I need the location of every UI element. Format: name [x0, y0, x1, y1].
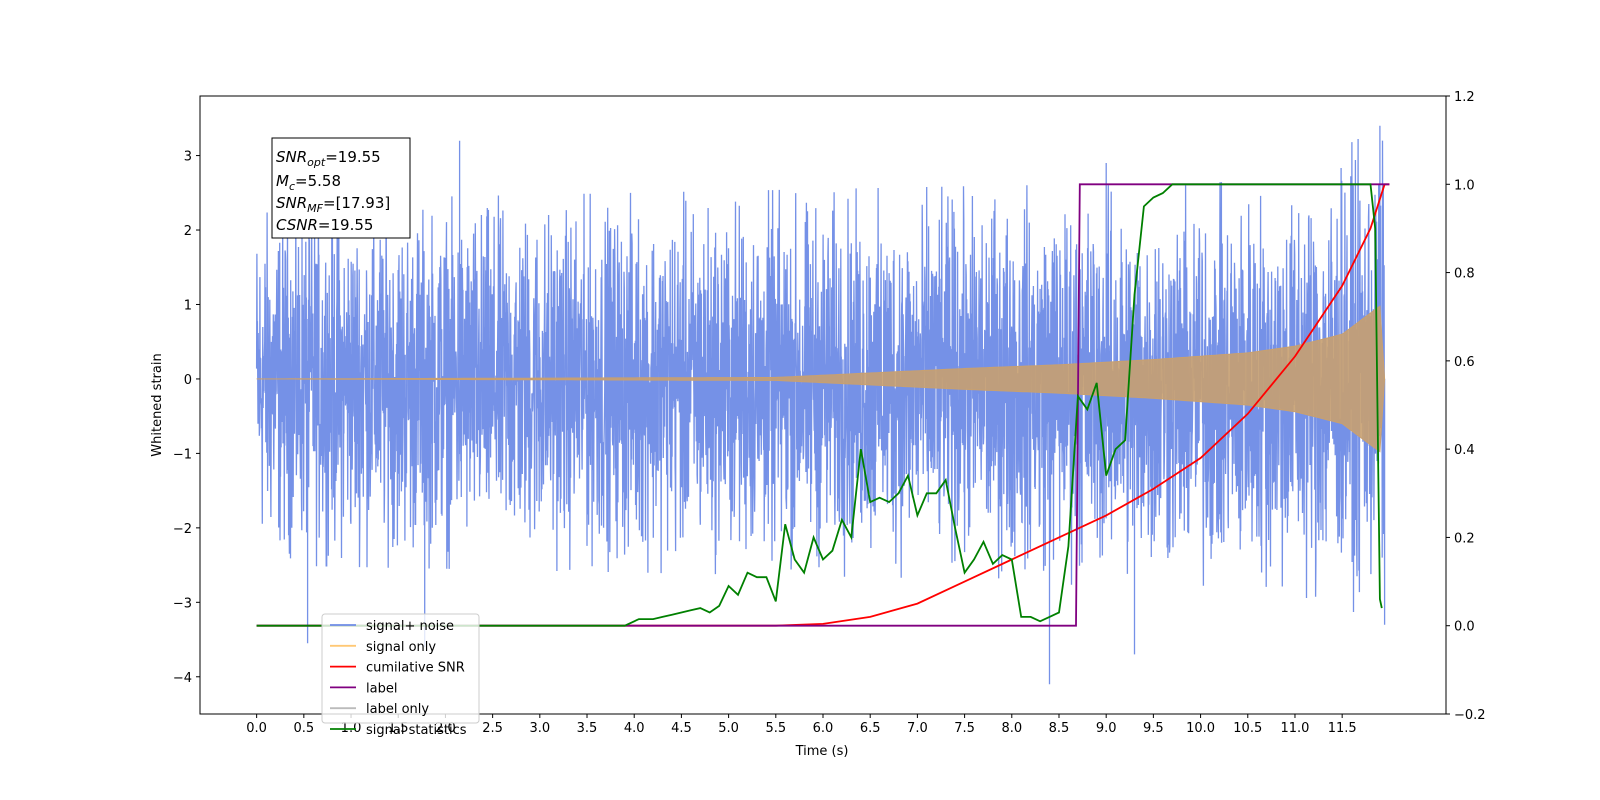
series-label [256, 183, 1390, 627]
signal-only-band [256, 305, 1386, 453]
y-right-tick-label: 0.4 [1454, 443, 1475, 458]
y-right-tick-label: 0.2 [1454, 531, 1475, 546]
x-tick-label: 10.0 [1186, 721, 1215, 736]
y-right-tick-label: 0.0 [1454, 620, 1475, 635]
x-tick-label: 4.5 [671, 721, 692, 736]
y-left-axis-ticks: −4 −3 −2 −1 0 1 2 3 [173, 150, 200, 686]
stat-csnr: CSNR=19.55 [276, 216, 373, 234]
legend-entry-label: signal only [366, 640, 436, 655]
x-tick-label: 3.0 [529, 721, 550, 736]
x-tick-label: 0.0 [246, 721, 267, 736]
y-left-tick-label: −2 [173, 522, 192, 537]
y-left-tick-label: 0 [184, 373, 192, 388]
y-right-tick-label: 1.0 [1454, 178, 1475, 193]
y-left-tick-label: 3 [184, 150, 192, 165]
x-tick-label: 8.5 [1049, 721, 1070, 736]
legend-entry-label: signal statistics [366, 723, 467, 738]
x-axis-ticks: 0.0 0.5 1.0 1.5 2.0 2.5 3.0 3.5 4.0 4.5 5.0 5.5 6.0 6… [246, 714, 1357, 736]
x-tick-label: 6.0 [813, 721, 834, 736]
x-tick-label: 7.0 [907, 721, 928, 736]
x-axis-label: Time (s) [795, 744, 849, 759]
x-tick-label: 0.5 [293, 721, 314, 736]
signal-statistics-line [256, 183, 1383, 627]
y-right-tick-label: −0.2 [1454, 708, 1486, 723]
y-right-tick-label: 0.6 [1454, 355, 1475, 370]
plot-area [255, 125, 1390, 685]
x-tick-label: 11.0 [1280, 721, 1309, 736]
x-tick-label: 11.5 [1328, 721, 1357, 736]
cumulative-snr-line [256, 183, 1390, 627]
signal-noise-line [255, 125, 1386, 685]
y-left-tick-label: −3 [173, 596, 192, 611]
x-tick-label: 6.5 [860, 721, 881, 736]
x-tick-label: 7.5 [954, 721, 975, 736]
x-tick-label: 10.5 [1233, 721, 1262, 736]
x-tick-label: 5.0 [718, 721, 739, 736]
series-cumulative-snr [256, 183, 1390, 627]
x-tick-label: 9.0 [1096, 721, 1117, 736]
y-right-tick-label: 1.2 [1454, 90, 1475, 105]
stat-mc: Mc=5.58 [276, 172, 341, 193]
y-left-tick-label: 2 [184, 224, 192, 239]
legend-entry-label: cumilative SNR [366, 661, 465, 676]
stats-box: SNRopt=19.55 Mc=5.58 SNRMF=[17.93] CSNR=… [271, 137, 411, 239]
y-right-axis-ticks: −0.2 0.0 0.2 0.4 0.6 0.8 1.0 1.2 [1446, 90, 1486, 723]
legend: signal+ noise signal only cumilative SNR la… [321, 613, 480, 738]
x-tick-label: 2.5 [482, 721, 503, 736]
series-signal-statistics [256, 183, 1383, 627]
series-signal-noise [255, 125, 1386, 685]
y-left-tick-label: −1 [173, 447, 192, 462]
legend-entry-label: label only [366, 702, 429, 717]
x-tick-label: 9.5 [1143, 721, 1164, 736]
y-axis-label: Whitened strain [150, 353, 165, 456]
legend-entry-label: signal+ noise [366, 619, 454, 634]
y-left-tick-label: −4 [173, 671, 192, 686]
y-right-tick-label: 0.8 [1454, 267, 1475, 282]
stat-snr-opt: SNRopt=19.55 [276, 148, 381, 169]
legend-entry-label: label [366, 681, 397, 696]
label-line [256, 183, 1390, 627]
x-tick-label: 3.5 [577, 721, 598, 736]
series-signal-only [256, 305, 1386, 453]
x-tick-label: 5.5 [765, 721, 786, 736]
stat-snr-mf: SNRMF=[17.93] [276, 194, 390, 215]
y-left-tick-label: 1 [184, 298, 192, 313]
x-tick-label: 2.0 [435, 721, 456, 736]
stats-box-frame [271, 137, 411, 239]
x-tick-label: 1.5 [388, 721, 409, 736]
x-tick-label: 8.0 [1001, 721, 1022, 736]
x-tick-label: 4.0 [624, 721, 645, 736]
legend-frame [321, 613, 480, 724]
